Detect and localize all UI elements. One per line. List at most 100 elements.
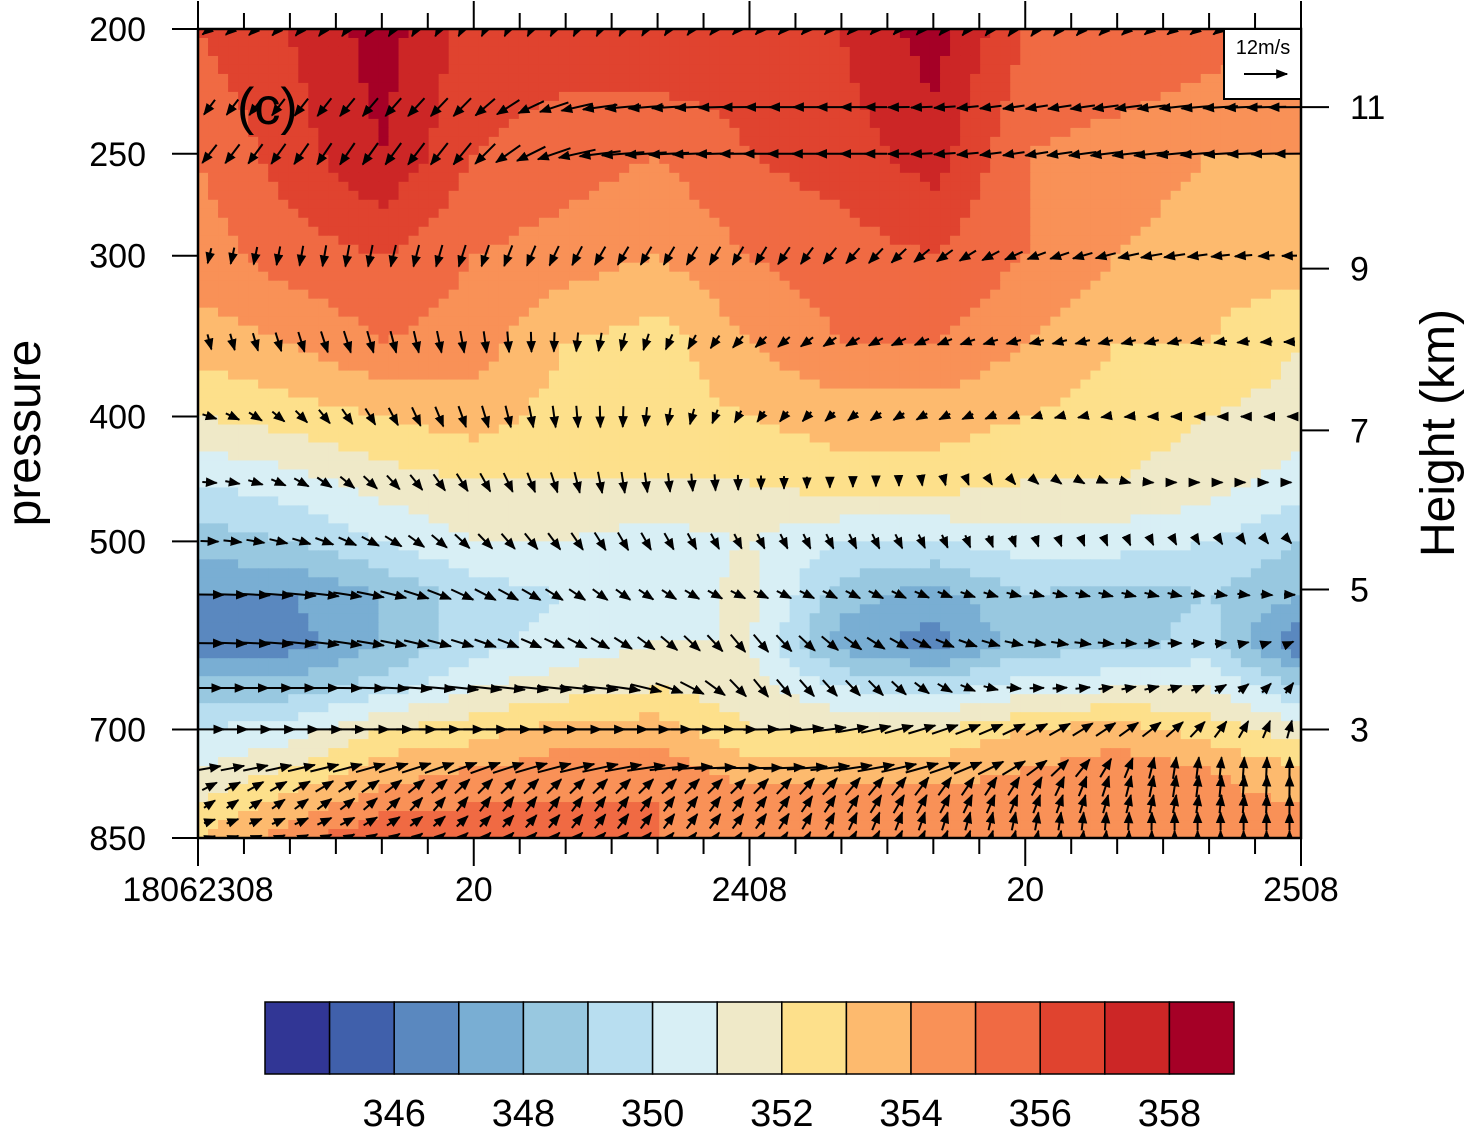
field-cell xyxy=(849,325,861,336)
field-cell xyxy=(759,73,771,84)
field-cell xyxy=(599,118,610,129)
field-cell xyxy=(1200,415,1212,426)
field-cell xyxy=(719,253,731,264)
field-cell xyxy=(1250,361,1262,372)
field-cell xyxy=(398,109,410,120)
field-cell xyxy=(208,325,219,336)
field-cell xyxy=(659,397,670,408)
field-cell xyxy=(378,91,390,102)
field-cell xyxy=(609,244,620,255)
field-cell xyxy=(869,244,881,255)
field-cell xyxy=(960,388,971,399)
field-cell xyxy=(980,271,991,282)
field-cell xyxy=(288,118,299,129)
field-cell xyxy=(468,433,480,444)
field-cell xyxy=(248,163,259,174)
field-cell xyxy=(1050,271,1061,282)
field-cell xyxy=(288,226,299,237)
field-cell xyxy=(458,55,470,66)
field-cell xyxy=(558,424,570,435)
field-cell xyxy=(940,370,951,381)
field-cell xyxy=(558,181,570,192)
field-cell xyxy=(1170,262,1182,273)
field-cell xyxy=(699,253,710,264)
field-cell xyxy=(428,433,440,444)
field-cell xyxy=(1040,181,1051,192)
field-cell xyxy=(338,325,350,336)
field-cell xyxy=(258,379,269,390)
field-cell xyxy=(689,289,700,300)
field-cell xyxy=(508,109,520,120)
field-cell xyxy=(278,424,289,435)
field-cell xyxy=(1040,82,1051,93)
field-cell xyxy=(268,307,279,318)
field-cell xyxy=(569,82,580,93)
field-cell xyxy=(599,289,610,300)
field-cell xyxy=(528,181,540,192)
field-cell xyxy=(498,118,510,129)
field-cell xyxy=(428,370,440,381)
field-cell xyxy=(609,262,620,273)
field-cell xyxy=(990,370,1001,381)
field-cell xyxy=(448,172,460,183)
field-cell xyxy=(799,217,811,228)
field-cell xyxy=(990,343,1001,354)
field-cell xyxy=(1260,109,1272,120)
field-cell xyxy=(689,136,700,147)
field-cell xyxy=(1190,406,1202,417)
field-cell xyxy=(418,307,430,318)
field-cell xyxy=(448,199,460,210)
field-cell xyxy=(769,163,781,174)
field-cell xyxy=(1170,379,1182,390)
field-cell xyxy=(438,37,450,48)
field-cell xyxy=(268,361,279,372)
field-cell xyxy=(950,361,961,372)
field-cell xyxy=(1170,307,1182,318)
field-cell xyxy=(1280,415,1292,426)
field-cell xyxy=(1180,244,1192,255)
field-cell xyxy=(960,298,971,309)
field-cell xyxy=(218,172,229,183)
field-cell xyxy=(699,271,710,282)
field-cell xyxy=(228,415,239,426)
field-cell xyxy=(709,316,721,327)
field-cell xyxy=(468,388,480,399)
field-cell xyxy=(1000,379,1011,390)
field-cell xyxy=(669,91,680,102)
field-cell xyxy=(308,226,319,237)
field-cell xyxy=(669,64,680,75)
field-cell xyxy=(388,172,400,183)
field-cell xyxy=(1080,82,1092,93)
field-cell xyxy=(488,145,500,156)
field-cell xyxy=(1060,262,1071,273)
field-cell xyxy=(308,235,319,246)
field-cell xyxy=(1070,226,1081,237)
field-cell xyxy=(569,235,580,246)
field-cell xyxy=(288,262,299,273)
field-cell xyxy=(1170,82,1182,93)
field-cell xyxy=(940,46,951,57)
field-cell xyxy=(799,37,811,48)
field-cell xyxy=(1120,199,1132,210)
field-cell xyxy=(929,262,941,273)
field-cell xyxy=(569,343,580,354)
field-cell xyxy=(1100,64,1112,75)
field-cell xyxy=(208,424,219,435)
field-cell xyxy=(518,280,530,291)
field-cell xyxy=(909,352,921,363)
field-cell xyxy=(518,82,530,93)
field-cell xyxy=(869,379,881,390)
field-cell xyxy=(308,199,319,210)
field-cell xyxy=(929,235,941,246)
field-cell xyxy=(1220,262,1232,273)
field-cell xyxy=(518,406,530,417)
field-cell xyxy=(1210,199,1222,210)
field-cell xyxy=(729,217,741,228)
field-cell xyxy=(599,352,610,363)
field-cell xyxy=(599,343,610,354)
field-cell xyxy=(338,289,350,300)
field-cell xyxy=(589,199,600,210)
field-cell xyxy=(839,136,851,147)
field-cell xyxy=(1290,325,1301,336)
field-cell xyxy=(228,64,239,75)
